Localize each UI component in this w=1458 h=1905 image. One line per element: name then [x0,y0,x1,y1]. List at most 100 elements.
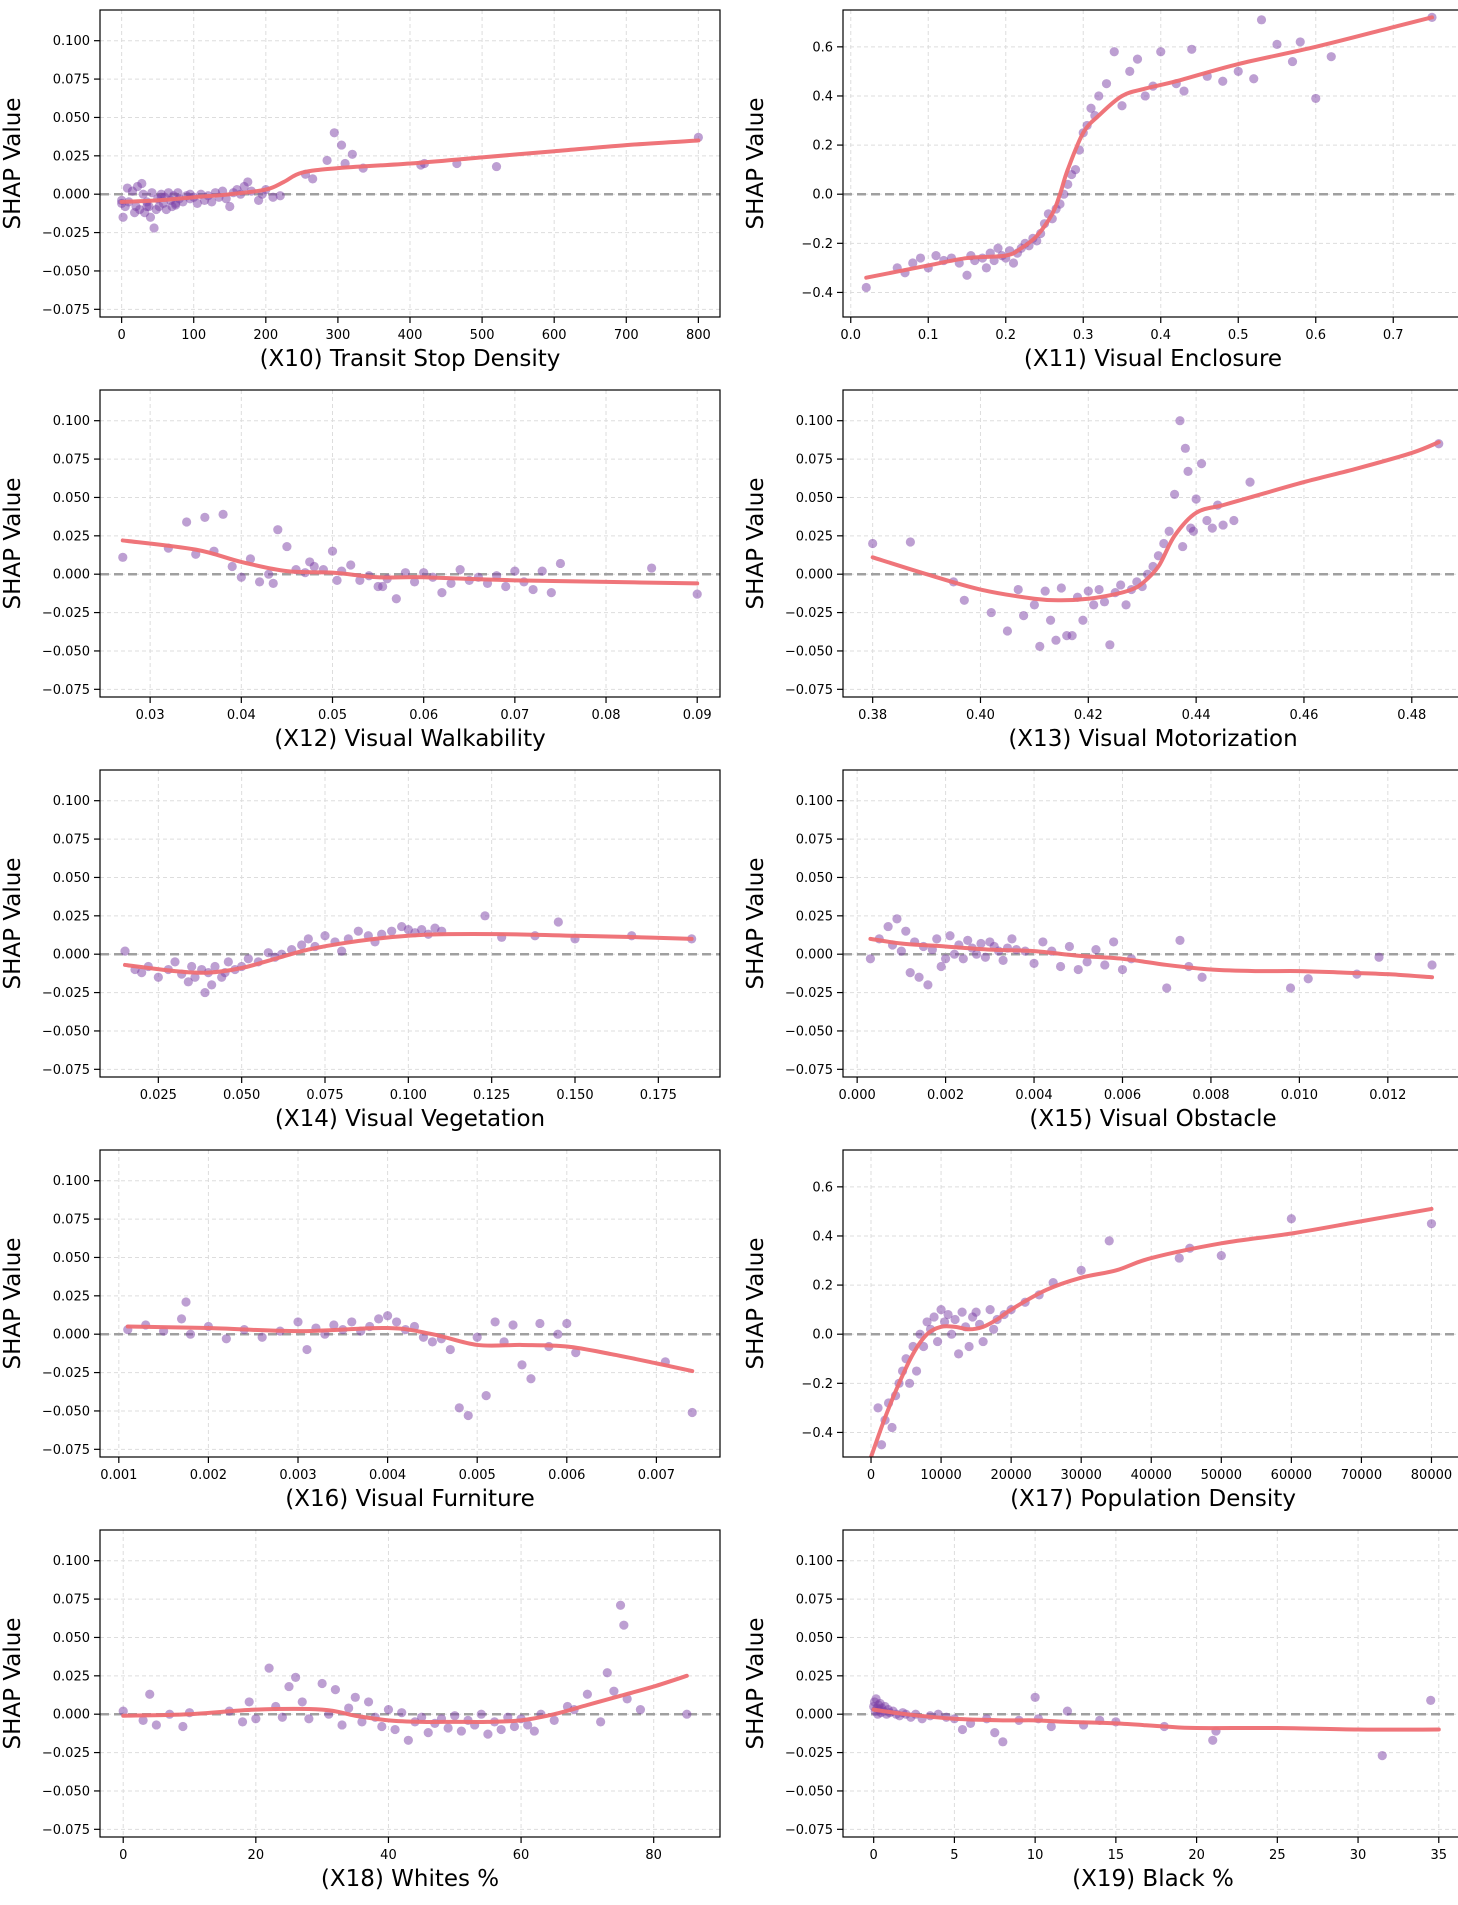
scatter-point [383,1704,394,1715]
scatter-point [293,1317,303,1327]
scatter-point [1030,1692,1040,1702]
x-tick-label: 0.010 [1281,1088,1318,1103]
scatter-point [210,961,220,972]
x-tick-label: 0.003 [279,1468,316,1483]
scatter-point [363,1697,374,1707]
scatter-point [353,926,363,936]
scatter-point [268,192,278,202]
y-tick-label: 0.100 [796,414,833,429]
scatter-point [873,1403,883,1413]
trend-curve [119,138,701,204]
y-tick-label: 0.000 [796,1708,833,1723]
y-tick-label: −0.025 [42,226,90,241]
scatter-point [868,538,878,549]
scatter-point [1178,541,1188,552]
y-tick-label: −0.025 [42,1366,90,1381]
scatter-point [327,546,338,556]
x-tick-label: 700 [614,328,639,343]
scatter-point [1070,165,1081,175]
scatter-point [1169,489,1180,499]
scatter-point [149,223,159,233]
scatter-point [329,1320,339,1330]
y-tick-label: 0.050 [53,1631,90,1646]
y-tick-label: −0.2 [801,1377,833,1392]
x-tick-label: 400 [398,328,423,343]
scatter-point [1140,91,1150,101]
trend-curve [871,1707,1441,1732]
x-tick-label: 0 [870,1848,878,1863]
x-axis-title: (X18) Whites % [321,1866,499,1892]
plot-frame [842,389,1458,698]
scatter-point [1029,958,1039,969]
x-tick-label: 0.40 [966,708,995,723]
y-tick-label: −0.025 [785,1746,833,1761]
plot-frame [99,769,721,1078]
scatter-point [1089,600,1099,610]
y-tick-label: 0.075 [53,453,90,468]
x-tick-label: 0.7 [1383,328,1404,343]
scatter-point [207,197,217,207]
chart-panel-7: 0.001 0.002 0.003 0.004 0.005 0.006 0.007 −0.07… [0,1149,721,1512]
scatter-point [1311,93,1321,104]
scatter-point [1175,416,1185,426]
y-tick-label: 0.025 [796,529,833,544]
y-tick-label: 0.075 [53,1213,90,1228]
scatter-point [1216,1251,1226,1261]
x-tick-label: 20 [248,1848,265,1863]
scatter-point [1233,66,1243,76]
scatter-point [971,949,982,959]
y-tick-label: 0.050 [53,491,90,506]
scatter-point [553,917,563,927]
scatter-point [118,1706,128,1716]
scatter-point [390,1724,400,1735]
scatter-point [682,1709,692,1719]
scatter-point [303,934,313,944]
x-tick-label: 20000 [990,1468,1031,1483]
scatter-point [1245,477,1255,487]
scatter-point [243,177,253,187]
scatter-point [936,1305,946,1315]
scatter-point [892,914,902,924]
scatter-point [957,1724,968,1735]
scatter-point [1121,600,1131,610]
chart-panel-2: 0.0 0.1 0.2 0.3 0.4 0.5 0.6 0.7 −0.4 −0.2 0.0 0.2 0.… [743,9,1458,372]
y-tick-label: 0.050 [53,111,90,126]
x-tick-label: 25 [1269,1848,1286,1863]
x-tick-label: 40 [380,1848,397,1863]
scatter-point [337,1720,347,1730]
chart-panel-10: 0 5 10 15 20 25 30 35 −0.075 −0.050 −0.025 0.000 0.0… [743,1529,1458,1892]
scatter-point [993,243,1003,253]
x-axis-title: (X10) Transit Stop Density [260,346,561,372]
y-tick-label: 0.075 [53,73,90,88]
y-tick-label: 0.100 [53,414,90,429]
scatter-point [476,1709,486,1719]
scatter-point [185,1329,196,1339]
x-tick-label: 0.07 [500,708,529,723]
scatter-point [1086,103,1096,113]
x-tick-label: 0.08 [592,708,621,723]
scatter-point [357,1717,367,1727]
y-tick-label: 0.000 [53,1708,90,1723]
scatter-point [181,1297,191,1307]
data-layer [843,1206,1458,1457]
scatter-point [1303,974,1313,984]
x-tick-label: 40000 [1131,1468,1172,1483]
y-tick-label: −0.050 [785,1784,833,1799]
y-tick-label: 0.025 [796,909,833,924]
scatter-point [273,525,283,535]
scatter-point [322,155,332,166]
scatter-point [861,282,871,293]
plot-frame [842,769,1458,1078]
scatter-point [1175,935,1185,945]
x-tick-label: 0.05 [318,708,347,723]
x-tick-label: 15 [1108,1848,1125,1863]
scatter-point [1256,15,1267,25]
scatter-point [236,572,246,582]
scatter-point [418,1332,429,1342]
scatter-point [876,1440,887,1450]
scatter-point [1007,934,1017,944]
scatter-point [1029,600,1039,610]
y-axis-title: SHAP Value [0,1238,26,1370]
scatter-point [1187,44,1197,54]
scatter-point [1249,74,1259,84]
